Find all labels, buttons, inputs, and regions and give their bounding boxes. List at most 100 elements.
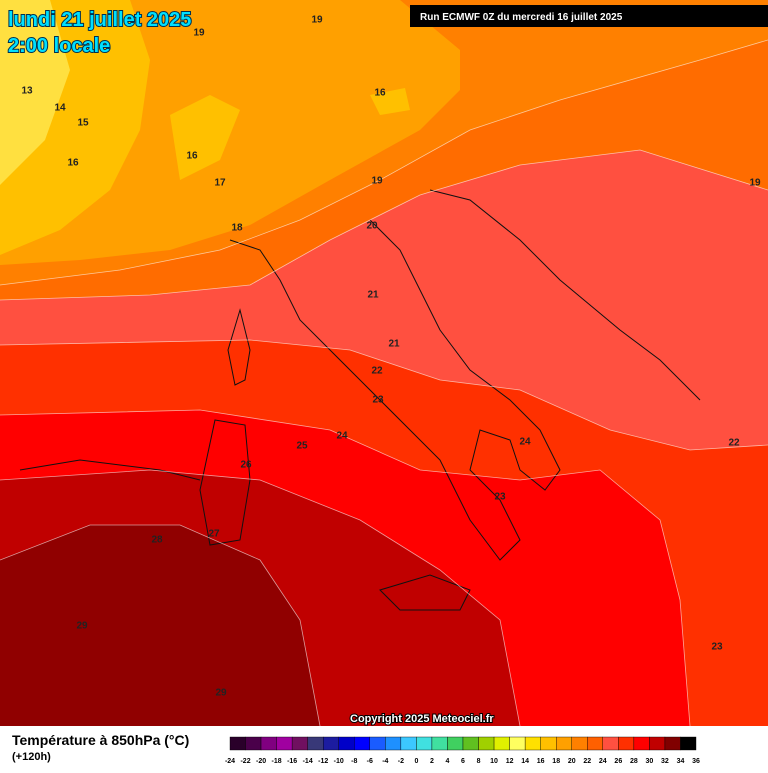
isotherm-label: 15 [77, 118, 89, 129]
colorbar-swatch [276, 736, 293, 751]
colorbar-tick-label: 2 [430, 758, 434, 765]
colorbar-tick-label: 0 [414, 758, 418, 765]
isotherm-label: 24 [336, 431, 348, 442]
colorbar-swatch [447, 736, 464, 751]
colorbar-swatch [618, 736, 635, 751]
colorbar-tick-label: -10 [334, 758, 344, 765]
colorbar-swatch [245, 736, 262, 751]
isotherm-label: 25 [296, 441, 308, 452]
colorbar-tick-label: 36 [692, 758, 700, 765]
field-22-24 [0, 150, 768, 450]
isotherm-label: 16 [186, 151, 198, 162]
isotherm-label: 23 [494, 492, 506, 503]
colorbar-swatch [307, 736, 324, 751]
colorbar-tick-label: 32 [661, 758, 669, 765]
isotherm-label: 19 [371, 176, 383, 187]
colorbar-tick-label: 30 [646, 758, 654, 765]
isotherm-label: 19 [311, 15, 323, 26]
colorbar-tick-label: 24 [599, 758, 607, 765]
field-warm-pockets [170, 88, 410, 180]
isotherms [0, 39, 768, 727]
colorbar-tick-label: -12 [318, 758, 328, 765]
colorbar-swatch [369, 736, 386, 751]
forecast-date: lundi 21 juillet 2025 [8, 9, 191, 31]
colorbar-swatch [260, 736, 277, 751]
colorbar-tick-label: -16 [287, 758, 297, 765]
isotherm-label: 20 [366, 221, 378, 232]
run-info: Run ECMWF 0Z du mercredi 16 juillet 2025 [420, 12, 623, 23]
colorbar-tick-label: 26 [614, 758, 622, 765]
colorbar-swatch [385, 736, 402, 751]
isotherm-label: 23 [711, 642, 723, 653]
temperature-map: 19 19 13 14 15 16 16 16 17 18 19 20 21 21 22 23 24 25 26 27… [0, 0, 768, 727]
colorbar-tick-label: -24 [225, 758, 235, 765]
colorbar-swatch [602, 736, 619, 751]
colorbar-tick-label: 4 [446, 758, 450, 765]
colorbar-swatch [354, 736, 370, 751]
colorbar-swatch [229, 736, 246, 751]
colorbar-tick-label: 28 [630, 758, 638, 765]
local-time: 2:00 locale [8, 35, 110, 57]
colorbar-tick-label: -2 [398, 758, 404, 765]
colorbar-swatch [291, 736, 308, 751]
isotherm-label: 22 [728, 438, 740, 449]
colorbar-tick-label: 20 [568, 758, 576, 765]
isotherm-label: 19 [193, 28, 205, 39]
colorbar-swatch [633, 736, 650, 751]
isotherm-label: 27 [208, 529, 220, 540]
isotherm-label: 28 [151, 535, 163, 546]
isotherm-label: 24 [519, 437, 531, 448]
colorbar-swatch [400, 736, 417, 751]
isotherm-label: 26 [240, 460, 252, 471]
field-12-14 [0, 0, 70, 185]
colorbar-tick-label: 12 [506, 758, 514, 765]
colorbar-swatch [540, 736, 557, 751]
colorbar-swatch [478, 736, 495, 751]
colorbar-swatch [416, 736, 433, 751]
colorbar-swatch [462, 736, 479, 751]
colorbar-tick-label: -20 [256, 758, 266, 765]
field-30-32 [0, 525, 320, 726]
colorbar-tick-label: 10 [490, 758, 498, 765]
lead-time: (+120h) [12, 751, 51, 763]
isotherm-label: 19 [749, 178, 761, 189]
colorbar-swatch [587, 736, 603, 751]
isotherm-label: 16 [374, 88, 386, 99]
colorbar-tick-label: -18 [272, 758, 282, 765]
colorbar-tick-label: 16 [537, 758, 545, 765]
colorbar-swatch [664, 736, 681, 751]
colorbar-tick-label: 6 [461, 758, 465, 765]
copyright: Copyright 2025 Meteociel.fr [350, 713, 494, 725]
colorbar-swatch [571, 736, 588, 751]
colorbar-tick-label: 14 [521, 758, 529, 765]
colorbar-tick-label: -14 [303, 758, 313, 765]
coastlines [19, 189, 701, 611]
colorbar-swatch [323, 736, 339, 751]
colorbar-tick-label: 22 [583, 758, 591, 765]
colorbar-swatch [524, 736, 541, 751]
colorbar-tick-label: -6 [367, 758, 373, 765]
isotherm-label: 29 [215, 688, 227, 699]
colorbar-tick-label: 8 [477, 758, 481, 765]
run-banner [410, 5, 768, 27]
colorbar-swatch [431, 736, 448, 751]
colorbar-swatch [649, 736, 666, 751]
colorbar-swatch [493, 736, 510, 751]
isotherm-label: 13 [21, 86, 33, 97]
colorbar-tick-label: -4 [382, 758, 388, 765]
isotherm-label: 17 [214, 178, 226, 189]
isotherm-label: 21 [367, 290, 379, 301]
colorbar-tick-label: -22 [240, 758, 250, 765]
colorbar-tick-label: 18 [552, 758, 560, 765]
isotherm-labels: 19 19 13 14 15 16 16 16 17 18 19 20 21 21 22 23 24 25 26 27… [21, 15, 761, 699]
isotherm-label: 16 [67, 158, 79, 169]
colorbar-tick-label: 34 [677, 758, 685, 765]
legend-title: Température à 850hPa (°C) [12, 732, 189, 748]
colorbar-swatch [680, 736, 697, 751]
isotherm-label: 18 [231, 223, 243, 234]
isotherm-label: 14 [54, 103, 66, 114]
colorbar-swatch [509, 736, 526, 751]
colorbar-tick-label: -8 [351, 758, 357, 765]
isotherm-label: 22 [371, 366, 383, 377]
